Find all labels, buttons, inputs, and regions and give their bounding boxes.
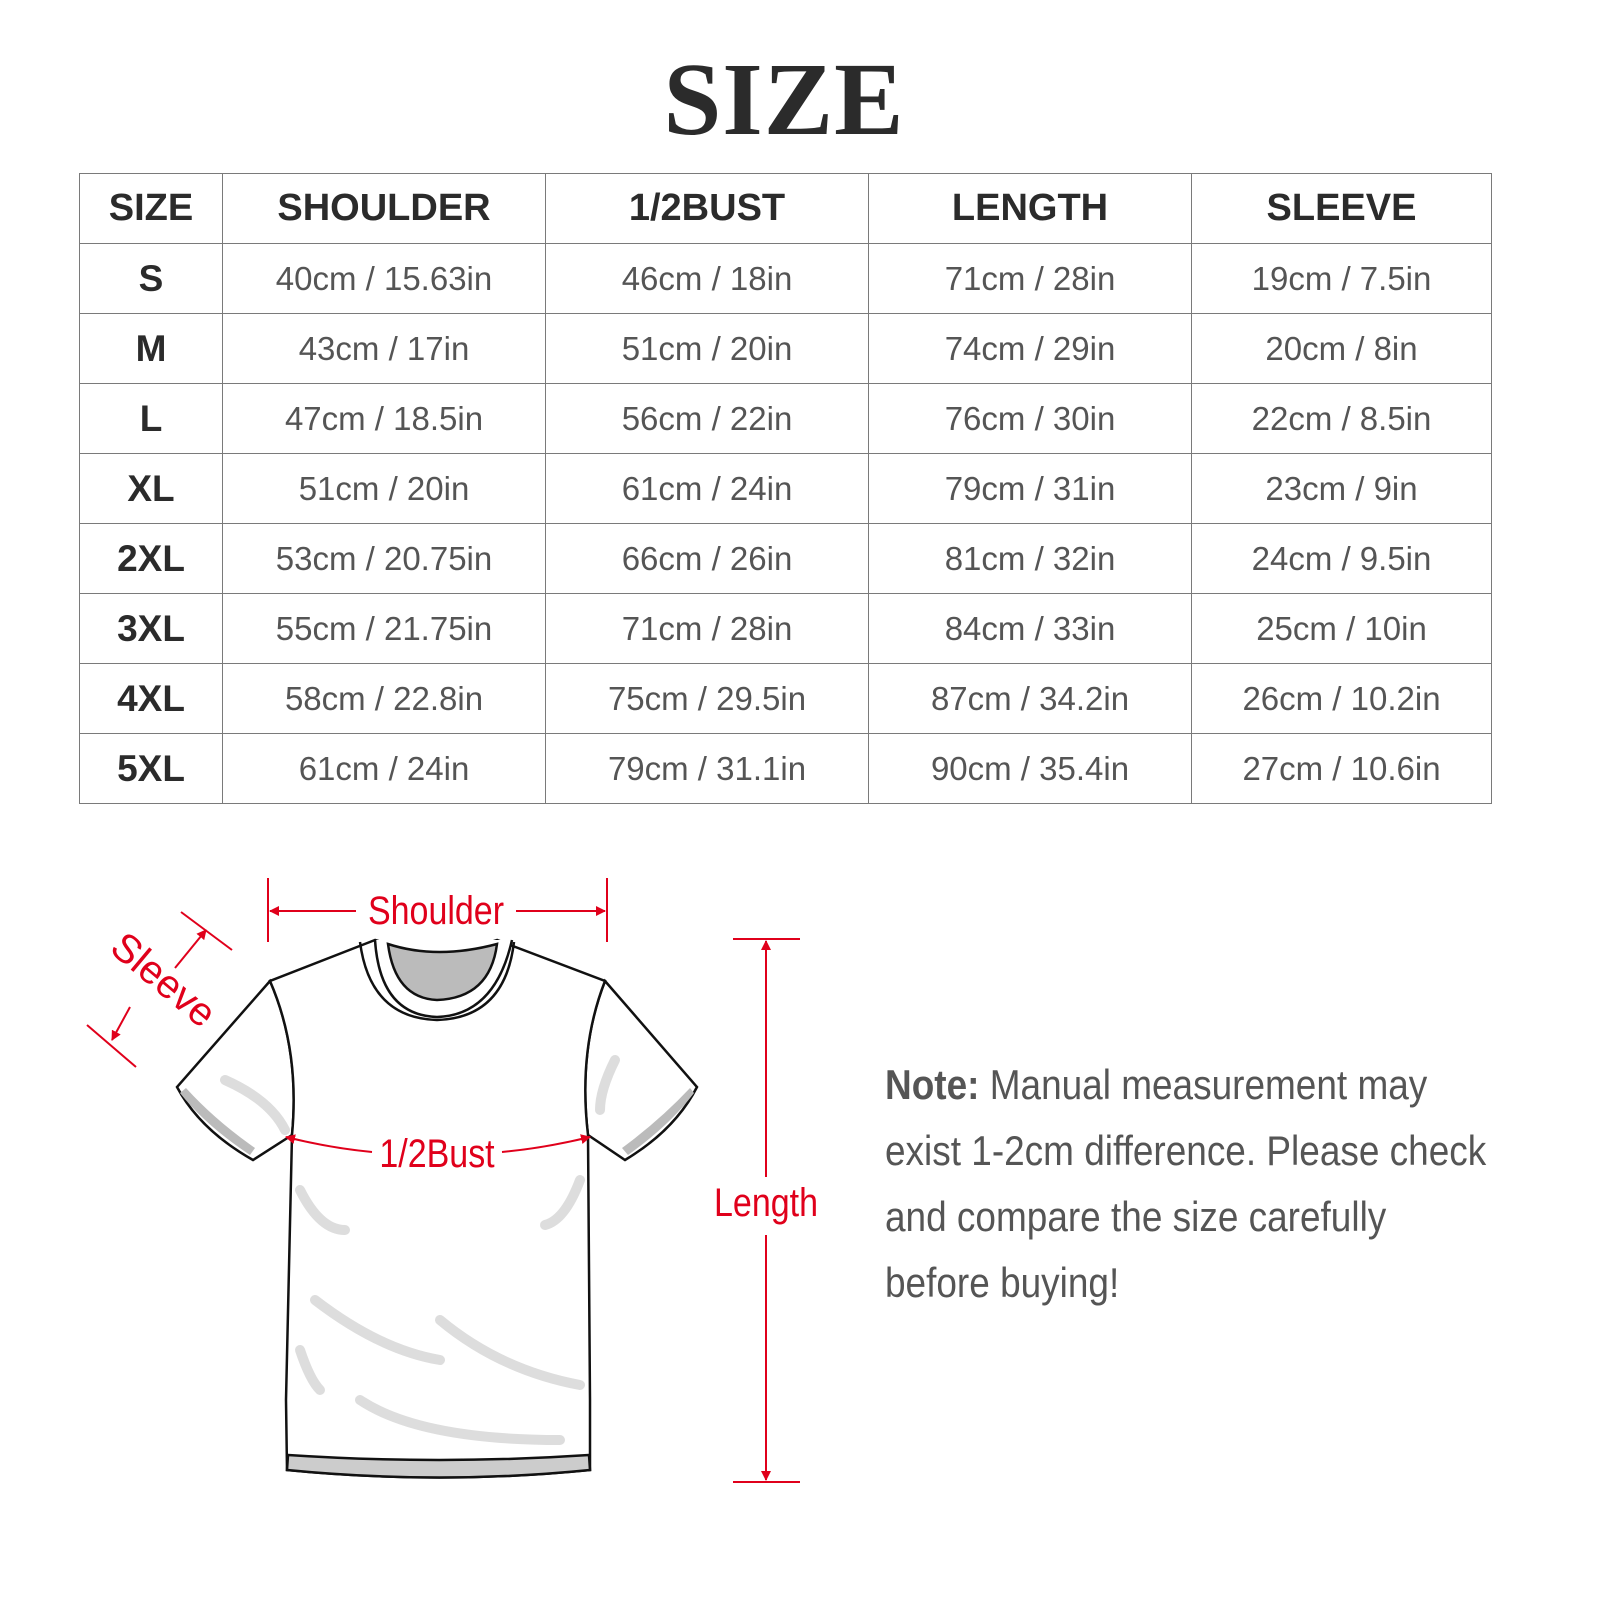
fabric-shading — [220, 1055, 620, 1445]
size-cell: L — [79, 383, 223, 454]
tshirt-icon — [175, 938, 699, 1479]
measurement-cell: 55cm / 21.75in — [222, 593, 546, 664]
note-text: Manual measurement may exist 1-2cm diffe… — [885, 1061, 1487, 1306]
table-header-row: SIZE SHOULDER 1/2BUST LENGTH SLEEVE — [79, 173, 1492, 244]
note-label: Note: — [885, 1061, 980, 1108]
measurement-cell: 22cm / 8.5in — [1191, 383, 1492, 454]
measurement-cell: 43cm / 17in — [222, 313, 546, 384]
table-row: 2XL 53cm / 20.75in 66cm / 26in 81cm / 32in 2… — [79, 523, 1492, 594]
table-row: M 43cm / 17in 51cm / 20in 74cm / 29in 20cm /… — [79, 313, 1492, 384]
measurement-cell: 58cm / 22.8in — [222, 663, 546, 734]
column-header: SLEEVE — [1191, 173, 1492, 244]
measurement-lines — [86, 878, 800, 1483]
size-cell: 5XL — [79, 733, 223, 804]
measurement-cell: 76cm / 30in — [868, 383, 1192, 454]
size-cell: 3XL — [79, 593, 223, 664]
measurement-cell: 24cm / 9.5in — [1191, 523, 1492, 594]
table-row: 3XL 55cm / 21.75in 71cm / 28in 84cm / 33in 2… — [79, 593, 1492, 664]
measurement-cell: 71cm / 28in — [545, 593, 869, 664]
measurement-cell: 27cm / 10.6in — [1191, 733, 1492, 804]
shoulder-label: Shoulder — [368, 887, 504, 932]
measurement-cell: 51cm / 20in — [222, 453, 546, 524]
page-title: SIZE — [663, 42, 905, 157]
column-header: LENGTH — [868, 173, 1192, 244]
sleeve-label: Sleeve — [102, 924, 224, 1036]
measurement-cell: 75cm / 29.5in — [545, 663, 869, 734]
measurement-cell: 46cm / 18in — [545, 243, 869, 314]
measurement-cell: 25cm / 10in — [1191, 593, 1492, 664]
table-row: XL 51cm / 20in 61cm / 24in 79cm / 31in 23cm … — [79, 453, 1492, 524]
measurement-cell: 51cm / 20in — [545, 313, 869, 384]
measurement-cell: 23cm / 9in — [1191, 453, 1492, 524]
size-cell: 4XL — [79, 663, 223, 734]
note: Note: Manual measurement may exist 1-2cm… — [885, 1052, 1492, 1316]
measurement-cell: 26cm / 10.2in — [1191, 663, 1492, 734]
size-cell: XL — [79, 453, 223, 524]
column-header: SIZE — [79, 173, 223, 244]
column-header: 1/2BUST — [545, 173, 869, 244]
table-row: 4XL 58cm / 22.8in 75cm / 29.5in 87cm / 34.2… — [79, 663, 1492, 734]
measurement-cell: 84cm / 33in — [868, 593, 1192, 664]
measurement-cell: 79cm / 31.1in — [545, 733, 869, 804]
measurement-cell: 90cm / 35.4in — [868, 733, 1192, 804]
measurement-cell: 74cm / 29in — [868, 313, 1192, 384]
measurement-cell: 81cm / 32in — [868, 523, 1192, 594]
measurement-cell: 53cm / 20.75in — [222, 523, 546, 594]
table-row: S 40cm / 15.63in 46cm / 18in 71cm / 28in 19c… — [79, 243, 1492, 314]
measurement-cell: 19cm / 7.5in — [1191, 243, 1492, 314]
table-row: 5XL 61cm / 24in 79cm / 31.1in 90cm / 35.4in… — [79, 733, 1492, 804]
size-cell: S — [79, 243, 223, 314]
length-label: Length — [714, 1179, 818, 1224]
size-table: SIZE SHOULDER 1/2BUST LENGTH SLEEVE S 40cm / … — [79, 173, 1492, 804]
measurement-cell: 71cm / 28in — [868, 243, 1192, 314]
measurement-cell: 61cm / 24in — [222, 733, 546, 804]
bust-label: 1/2Bust — [379, 1130, 495, 1175]
measurement-cell: 66cm / 26in — [545, 523, 869, 594]
measurement-cell: 40cm / 15.63in — [222, 243, 546, 314]
size-cell: M — [79, 313, 223, 384]
measurement-cell: 20cm / 8in — [1191, 313, 1492, 384]
measurement-cell: 56cm / 22in — [545, 383, 869, 454]
table-row: L 47cm / 18.5in 56cm / 22in 76cm / 30in 22cm… — [79, 383, 1492, 454]
measurement-cell: 61cm / 24in — [545, 453, 869, 524]
